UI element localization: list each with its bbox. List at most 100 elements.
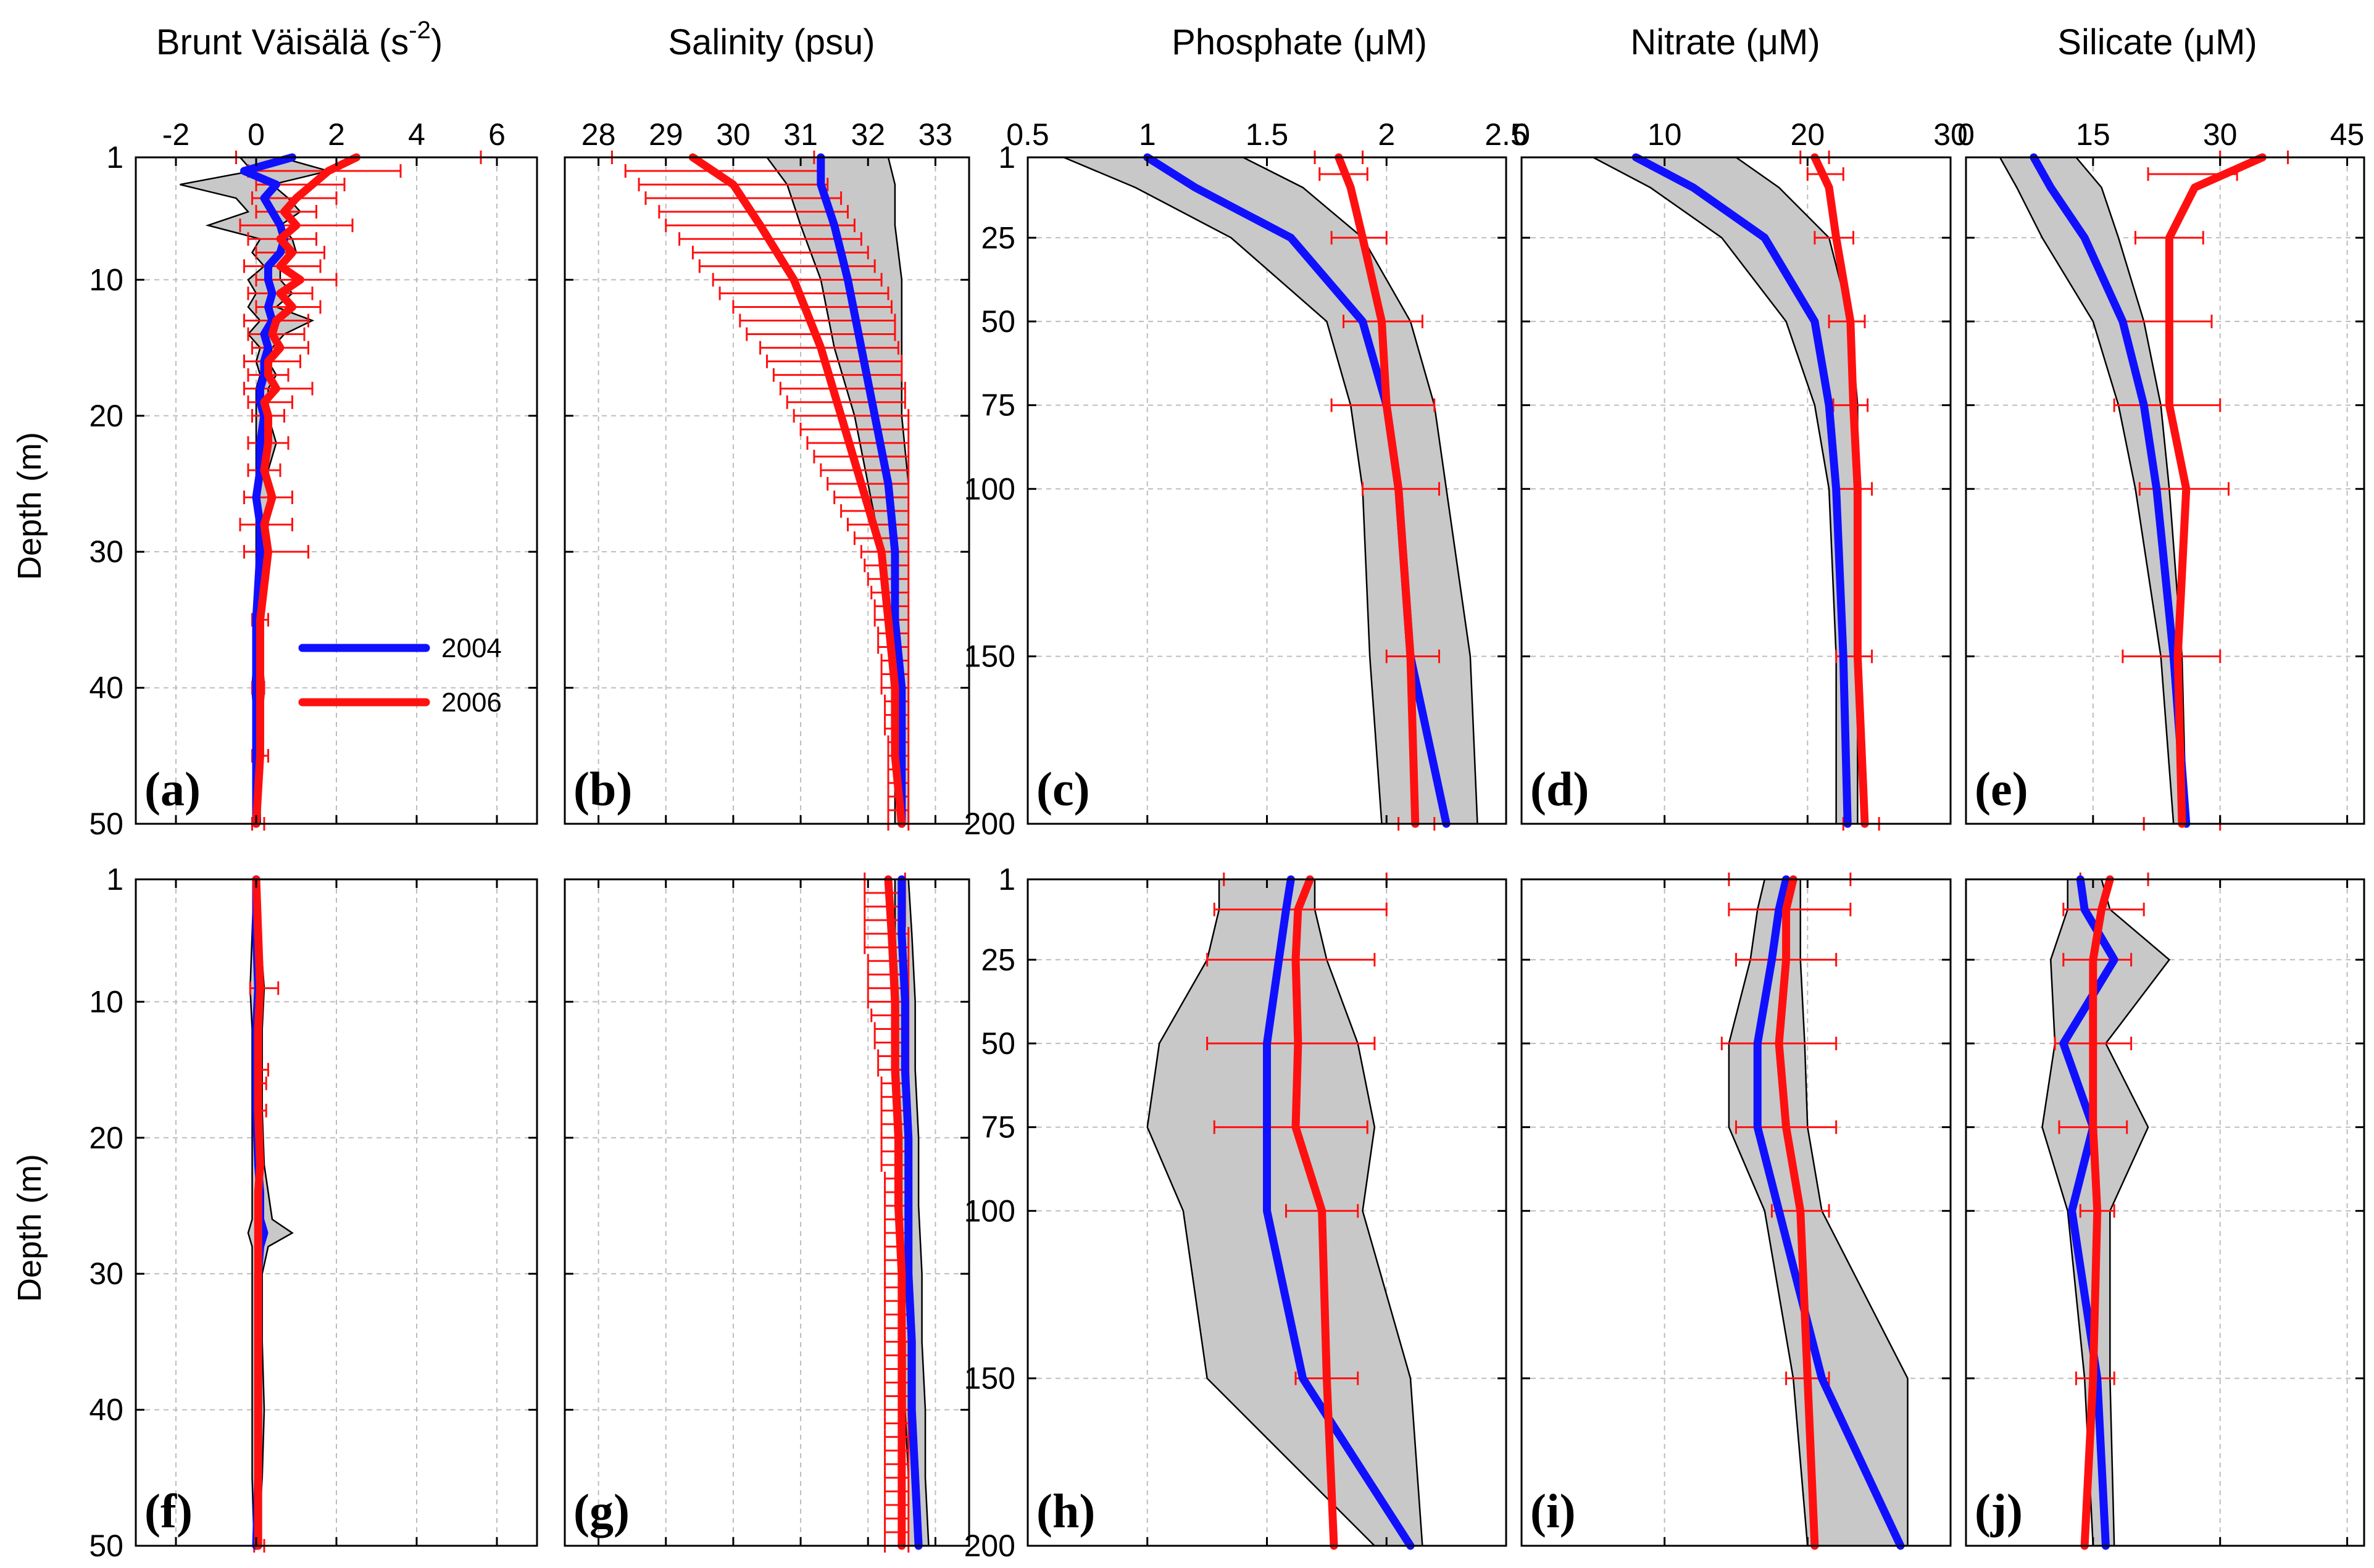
errorbar-2006-b-15 [766, 354, 903, 368]
ytick-label-a-5: 50 [89, 807, 123, 841]
errorbar-2006-h-3 [1206, 1036, 1376, 1050]
panel-label-h: (h) [1036, 1484, 1095, 1538]
xtick-label-a-1: 0 [248, 117, 265, 152]
errorbar-2006-b-12 [739, 313, 896, 328]
series-2004-i [1753, 875, 1905, 1550]
ytick-label-h-0: 1 [998, 862, 1015, 897]
errorbar-2006-b-16 [772, 368, 903, 382]
series-2006-h [1291, 875, 1338, 1550]
errorbar-2006-b-32 [870, 586, 910, 600]
panel-label-j: (j) [1975, 1484, 2023, 1538]
ytick-label-c-4: 100 [964, 471, 1015, 506]
series-2006-f [252, 875, 264, 1550]
frame-g [564, 878, 970, 1547]
ytick-label-h-5: 150 [964, 1361, 1015, 1396]
xtick-label-b-0: 28 [581, 117, 616, 152]
errorbar-2006-b-20 [799, 422, 910, 436]
title-brunt-vaisala: Brunt Väisälä (s-2) [156, 17, 443, 62]
title-salinity: Salinity (psu) [668, 22, 875, 62]
xtick-label-b-5: 33 [918, 117, 953, 152]
band-2004-h [1146, 878, 1423, 1547]
ytick-label-f-3: 30 [89, 1256, 123, 1291]
panel-a: -2 0 2 4 6 1 10 20 30 40 50 (a) 2004 2006 [89, 117, 538, 841]
frame-b [564, 156, 970, 825]
errorbar-2006-b-19 [793, 409, 910, 423]
xtick-label-c-3: 2 [1378, 117, 1395, 152]
ytick-label-h-4: 100 [964, 1193, 1015, 1228]
xtick-label-d-1: 10 [1647, 117, 1682, 152]
errorbar-2006-b-22 [813, 449, 910, 463]
xtick-label-e-0: 0 [1957, 117, 1975, 152]
series-2006-a [252, 153, 360, 828]
panel-j: (j) [1965, 873, 2365, 1550]
errorbar-2006-b-13 [746, 327, 896, 341]
xtick-label-a-3: 4 [408, 117, 425, 152]
errorbar-2006-b-18 [786, 395, 906, 409]
panel-label-c: (c) [1036, 762, 1090, 816]
frame-e [1965, 156, 2365, 825]
errorbar-2006-b-17 [779, 381, 906, 396]
band-2004-d [1593, 156, 1859, 825]
errorbar-2006-j-2 [2062, 953, 2133, 967]
xtick-label-b-2: 30 [716, 117, 751, 152]
errorbar-2006-b-14 [759, 341, 899, 355]
series-2004-h [1263, 875, 1415, 1550]
xtick-label-c-1: 1 [1139, 117, 1156, 152]
frame-j [1965, 878, 2365, 1547]
band-2004-i [1728, 878, 1909, 1547]
ylabel-top: Depth (m) [11, 432, 48, 580]
xtick-label-d-0: 0 [1513, 117, 1530, 152]
ytick-label-a-4: 40 [89, 671, 123, 705]
series-2006-j [2080, 875, 2114, 1550]
series-2004-d [1631, 153, 1852, 828]
errorbar-2006-h-4 [1213, 1120, 1368, 1134]
panel-f: 1 10 20 30 40 50 (f) [89, 862, 538, 1563]
ytick-label-f-2: 20 [89, 1121, 123, 1155]
ytick-label-c-0: 1 [998, 140, 1015, 175]
panel-d: 0 10 20 30 (d) [1513, 117, 1968, 831]
ylabel-bottom: Depth (m) [11, 1154, 48, 1302]
errorbar-2006-b-10 [718, 286, 889, 301]
xtick-label-e-3: 45 [2330, 117, 2365, 152]
ytick-label-a-0: 1 [106, 140, 123, 175]
panel-label-a: (a) [144, 762, 201, 816]
xtick-label-a-4: 6 [488, 117, 506, 152]
series-2006-i [1775, 875, 1819, 1550]
ytick-label-c-5: 150 [964, 639, 1015, 674]
series-2004-a [240, 153, 296, 828]
series-2006-g [884, 875, 906, 1550]
series-2004-e [2030, 153, 2191, 828]
xtick-label-b-4: 32 [851, 117, 885, 152]
ytick-label-f-5: 50 [89, 1529, 123, 1563]
title-silicate: Silicate (μM) [2057, 22, 2257, 62]
series-2006-b [688, 153, 906, 828]
legend: 2004 2006 [298, 633, 502, 718]
errorbar-2006-b-27 [847, 518, 910, 532]
series-2006-e [2165, 153, 2267, 828]
xtick-label-a-2: 2 [328, 117, 345, 152]
panel-label-g: (g) [573, 1484, 630, 1538]
xtick-label-e-1: 15 [2076, 117, 2110, 152]
errorbar-2006-a-24 [243, 545, 309, 559]
xtick-label-c-2: 1.5 [1246, 117, 1289, 152]
panel-e: 0 15 30 45 (e) [1957, 117, 2365, 831]
frame-d [1520, 156, 1952, 825]
panel-label-i: (i) [1530, 1484, 1576, 1538]
errorbar-2006-b-24 [827, 476, 910, 491]
ytick-label-f-4: 40 [89, 1393, 123, 1427]
panel-b: 28 29 30 31 32 33 (b) [564, 117, 970, 831]
panel-h: 1 25 50 75 100 150 200 (h) [964, 862, 1507, 1563]
ytick-label-c-3: 75 [981, 388, 1015, 423]
errorbar-2006-a-18 [247, 395, 293, 409]
ytick-label-c-2: 50 [981, 304, 1015, 339]
errorbar-2006-b-23 [820, 463, 910, 477]
ytick-label-c-6: 200 [964, 807, 1015, 841]
legend-label-2006: 2006 [441, 687, 502, 718]
errorbar-2006-b-11 [732, 300, 893, 314]
errorbar-2006-b-31 [867, 572, 910, 586]
panel-label-e: (e) [1975, 762, 2028, 816]
panel-label-f: (f) [144, 1484, 193, 1538]
